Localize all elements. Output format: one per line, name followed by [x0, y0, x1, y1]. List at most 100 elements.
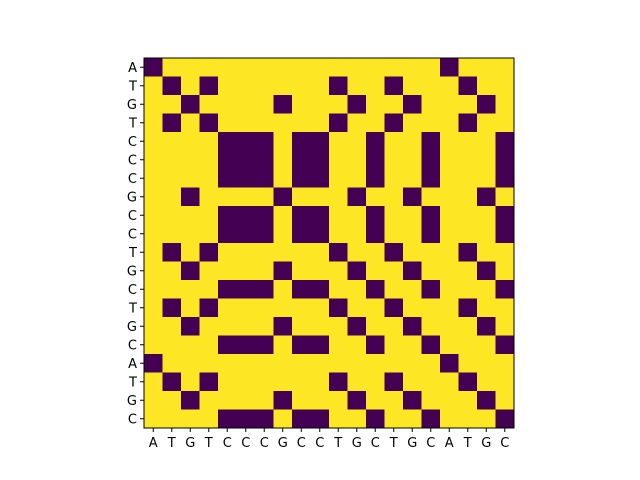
- heatmap-cell: [162, 372, 182, 392]
- heatmap-cell: [236, 298, 256, 318]
- heatmap-cell: [236, 150, 256, 170]
- heatmap-cell: [199, 150, 219, 170]
- heatmap-cell: [329, 372, 348, 392]
- x-tick-label: C: [241, 436, 250, 451]
- heatmap-cell: [403, 354, 422, 373]
- heatmap-cell: [181, 409, 200, 429]
- heatmap-cell: [329, 391, 348, 410]
- heatmap-cell: [366, 298, 385, 318]
- heatmap-cell: [440, 335, 459, 355]
- heatmap-cell: [144, 409, 163, 429]
- x-tick-label: A: [149, 436, 158, 451]
- heatmap-cell: [403, 224, 422, 244]
- heatmap-cell: [329, 150, 348, 170]
- heatmap-cell: [347, 409, 367, 429]
- heatmap-cell: [347, 150, 367, 170]
- heatmap-cell: [255, 372, 274, 392]
- heatmap-cell: [347, 298, 367, 318]
- heatmap-cell: [421, 206, 441, 225]
- heatmap-cell: [329, 243, 348, 262]
- heatmap-cell: [440, 261, 459, 281]
- heatmap-cell: [273, 372, 293, 392]
- heatmap-cell: [421, 243, 441, 262]
- heatmap-cell: [292, 243, 311, 262]
- y-tick-label: C: [128, 172, 137, 187]
- heatmap-cell: [199, 206, 219, 225]
- heatmap-cell: [199, 58, 219, 77]
- y-tick-label: G: [127, 190, 137, 205]
- heatmap-cell: [218, 280, 237, 299]
- heatmap-cell: [384, 372, 404, 392]
- heatmap-cell: [218, 317, 237, 336]
- heatmap-cell: [199, 132, 219, 151]
- heatmap-cell: [199, 95, 219, 114]
- heatmap-cell: [310, 206, 330, 225]
- heatmap-cell: [236, 391, 256, 410]
- heatmap-cell: [477, 261, 496, 281]
- heatmap-cell: [458, 224, 478, 244]
- heatmap-cell: [162, 409, 182, 429]
- heatmap-cell: [458, 298, 478, 318]
- heatmap-cell: [495, 354, 515, 373]
- heatmap-cell: [403, 132, 422, 151]
- heatmap-cell: [366, 58, 385, 77]
- y-tick-label: A: [128, 357, 137, 372]
- x-tick-label: T: [333, 436, 342, 451]
- y-tick-label: C: [128, 209, 137, 224]
- heatmap-cell: [477, 76, 496, 96]
- heatmap-cell: [292, 224, 311, 244]
- heatmap-cell: [292, 354, 311, 373]
- heatmap-cell: [458, 76, 478, 96]
- heatmap-cell: [477, 317, 496, 336]
- heatmap-cell: [218, 113, 237, 133]
- heatmap-cell: [347, 76, 367, 96]
- heatmap-cell: [273, 76, 293, 96]
- heatmap-cell: [440, 169, 459, 188]
- heatmap-cell: [495, 224, 515, 244]
- heatmap-cell: [403, 113, 422, 133]
- heatmap-cell: [181, 169, 200, 188]
- heatmap-cell: [347, 261, 367, 281]
- heatmap-cell: [199, 243, 219, 262]
- heatmap-cell: [347, 280, 367, 299]
- heatmap-cell: [199, 317, 219, 336]
- heatmap-cell: [477, 187, 496, 207]
- x-tick-label: T: [204, 436, 213, 451]
- heatmap-cell: [440, 224, 459, 244]
- heatmap-cell: [292, 169, 311, 188]
- heatmap-cell: [403, 280, 422, 299]
- heatmap-cell: [477, 354, 496, 373]
- heatmap-cell: [199, 354, 219, 373]
- heatmap-cell: [495, 243, 515, 262]
- heatmap-cell: [403, 298, 422, 318]
- heatmap-cell: [255, 150, 274, 170]
- heatmap-cell: [199, 76, 219, 96]
- y-tick-label: C: [128, 135, 137, 150]
- heatmap-cell: [255, 243, 274, 262]
- y-tick-label: A: [128, 61, 137, 76]
- heatmap-cell: [199, 372, 219, 392]
- heatmap-cell: [162, 95, 182, 114]
- x-tick-label: T: [389, 436, 398, 451]
- heatmap-cell: [329, 206, 348, 225]
- heatmap-cell: [366, 76, 385, 96]
- y-tick-label: T: [128, 79, 137, 94]
- heatmap-cell: [273, 335, 293, 355]
- heatmap-cell: [366, 132, 385, 151]
- heatmap-cell: [366, 150, 385, 170]
- heatmap-cell: [495, 280, 515, 299]
- heatmap-cell: [310, 187, 330, 207]
- heatmap-cell: [421, 150, 441, 170]
- heatmap-cell: [403, 391, 422, 410]
- heatmap-cell: [236, 354, 256, 373]
- heatmap-cell: [310, 409, 330, 429]
- heatmap-cell: [477, 169, 496, 188]
- heatmap-cell: [403, 243, 422, 262]
- heatmap-cell: [255, 391, 274, 410]
- heatmap-cell: [458, 261, 478, 281]
- heatmap-cell: [273, 206, 293, 225]
- heatmap-cell: [421, 187, 441, 207]
- heatmap-cell: [144, 391, 163, 410]
- heatmap-cell: [458, 280, 478, 299]
